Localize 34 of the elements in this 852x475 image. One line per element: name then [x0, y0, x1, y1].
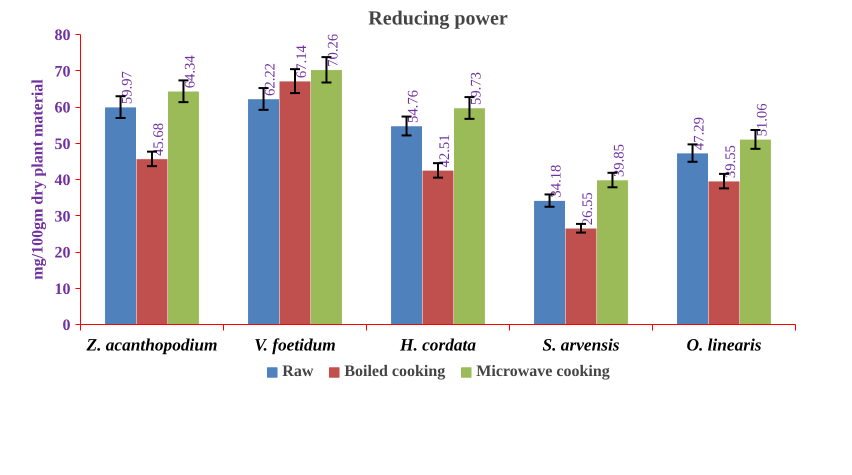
data-label: 26.55: [580, 192, 596, 226]
chart-title: Reducing power: [368, 8, 508, 30]
y-tick-label: 80: [54, 27, 70, 44]
y-tick-label: 40: [54, 172, 70, 189]
y-tick-label: 10: [54, 280, 70, 298]
y-tick-label: 60: [54, 100, 70, 116]
data-label: 59.97: [120, 71, 136, 104]
y-tick-label: 30: [54, 208, 70, 226]
data-label: 39.55: [723, 145, 739, 178]
y-tick-label: 20: [54, 244, 70, 262]
x-tick-label: O. linearis: [686, 336, 762, 354]
data-label: 47.29: [692, 117, 708, 150]
legend-label: Boiled cooking: [344, 363, 446, 381]
data-label: 64.34: [182, 54, 198, 88]
x-tick-label: S. arvensis: [542, 336, 620, 354]
data-label: 39.85: [611, 144, 628, 178]
data-label: 59.73: [468, 72, 484, 105]
data-label: 42.51: [437, 134, 453, 168]
x-tick-label: V. foetidum: [254, 336, 336, 354]
data-label: 67.14: [294, 44, 310, 78]
y-tick-label: 50: [54, 136, 70, 153]
y-axis-title: mg/100gm dry plant material: [30, 78, 46, 280]
data-label: 34.18: [548, 164, 565, 198]
y-tick-label: 0: [62, 317, 70, 334]
data-label: 45.68: [151, 122, 167, 156]
data-label: 54.76: [406, 90, 422, 123]
legend-label: Raw: [282, 363, 314, 381]
y-tick-label: 70: [54, 63, 70, 80]
data-label: 62.22: [262, 62, 279, 96]
legend-label: Microwave cooking: [476, 363, 610, 381]
x-tick-label: H. cordata: [398, 336, 476, 354]
x-tick-label: Z. acanthopodium: [86, 336, 218, 354]
data-label: 51.06: [754, 103, 770, 136]
data-label: 70.26: [325, 34, 342, 67]
